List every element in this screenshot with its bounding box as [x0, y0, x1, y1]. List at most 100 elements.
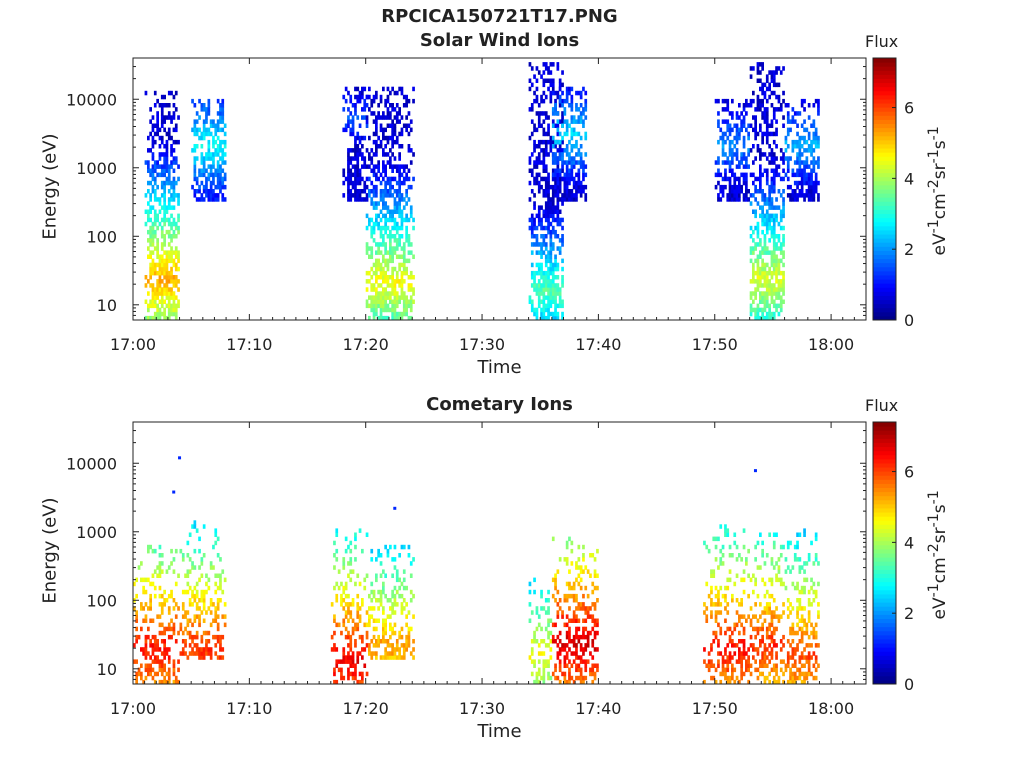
heatmap-cell: [391, 225, 394, 231]
heatmap-cell: [798, 148, 802, 153]
heatmap-cell: [158, 254, 162, 259]
heatmap-cell: [142, 679, 145, 685]
colorbar-cell: [873, 201, 896, 206]
colorbar-cell: [873, 172, 896, 178]
heatmap-cell: [135, 675, 138, 681]
heatmap-cell: [391, 303, 394, 309]
heatmap-cell: [149, 119, 152, 124]
heatmap-cell: [167, 299, 171, 304]
heatmap-cell: [579, 119, 583, 124]
heatmap-cell: [163, 221, 166, 227]
heatmap-cell: [724, 585, 727, 591]
heatmap-cell: [768, 205, 771, 210]
heatmap-cell: [786, 540, 790, 546]
heatmap-cell: [582, 123, 585, 128]
heatmap-cell: [395, 315, 399, 321]
heatmap-cell: [570, 193, 574, 198]
heatmap-cell: [170, 279, 173, 284]
heatmap-cell: [547, 287, 550, 292]
heatmap-cell: [717, 197, 720, 202]
heatmap-cell: [395, 275, 399, 280]
heatmap-cell: [763, 303, 767, 309]
heatmap-cell: [165, 279, 169, 284]
heatmap-cell: [712, 675, 716, 681]
heatmap-cell: [379, 639, 383, 644]
heatmap-cell: [391, 246, 394, 251]
heatmap-cell: [772, 205, 776, 210]
heatmap-cell: [354, 168, 357, 173]
heatmap-cell: [163, 283, 166, 288]
heatmap-cell: [386, 123, 390, 128]
heatmap-cell: [528, 86, 532, 92]
heatmap-cell: [745, 111, 748, 116]
heatmap-cell: [382, 315, 385, 321]
heatmap-cell: [172, 663, 176, 668]
heatmap-cell: [391, 287, 394, 292]
heatmap-cell: [398, 553, 401, 558]
heatmap-cell: [733, 581, 737, 587]
heatmap-cell: [149, 618, 152, 623]
heatmap-cell: [156, 184, 159, 190]
heatmap-cell: [765, 86, 769, 92]
heatmap-cell: [572, 651, 576, 656]
heatmap-cell: [149, 303, 152, 309]
heatmap-cell: [333, 647, 336, 652]
heatmap-cell: [333, 618, 336, 623]
heatmap-cell: [172, 221, 176, 227]
heatmap-cell: [165, 156, 169, 161]
heatmap-cell: [358, 651, 362, 656]
heatmap-cell: [368, 270, 371, 276]
heatmap-cell: [731, 156, 734, 161]
heatmap-cell: [195, 630, 199, 636]
heatmap-cell: [800, 614, 804, 619]
heatmap-cell: [151, 115, 155, 120]
heatmap-cell: [535, 610, 539, 615]
heatmap-cell: [719, 585, 723, 591]
heatmap-cell: [384, 205, 387, 210]
heatmap-cell: [782, 250, 785, 255]
heatmap-cell: [379, 197, 383, 202]
heatmap-cell: [147, 651, 150, 656]
heatmap-cell: [207, 156, 211, 161]
heatmap-cell: [389, 598, 392, 603]
heatmap-cell: [561, 139, 564, 145]
heatmap-cell: [561, 176, 564, 182]
colorbar-cell: [873, 577, 896, 583]
heatmap-cell: [798, 180, 802, 186]
heatmap-cell: [156, 291, 159, 296]
heatmap-cell: [565, 90, 569, 96]
heatmap-cell: [572, 643, 576, 648]
heatmap-cell: [356, 606, 360, 611]
heatmap-cell: [172, 197, 176, 202]
heatmap-cell: [770, 205, 774, 210]
heatmap-cell: [777, 279, 781, 284]
heatmap-cell: [219, 189, 222, 194]
heatmap-cell: [358, 172, 362, 178]
heatmap-cell: [398, 242, 401, 247]
heatmap-cell: [772, 234, 776, 239]
heatmap-cell: [763, 295, 767, 300]
heatmap-cell: [775, 66, 778, 71]
heatmap-cell: [812, 193, 816, 198]
heatmap-cell: [221, 103, 225, 108]
heatmap-cell: [195, 593, 199, 599]
heatmap-cell: [221, 184, 225, 190]
heatmap-cell: [351, 123, 355, 128]
heatmap-cell: [805, 176, 809, 182]
heatmap-cell: [772, 303, 776, 309]
heatmap-cell: [805, 180, 809, 186]
heatmap-cell: [765, 311, 769, 317]
heatmap-cell: [805, 675, 809, 681]
heatmap-cell: [188, 651, 192, 656]
heatmap-cell: [372, 94, 376, 100]
heatmap-cell: [807, 176, 811, 182]
heatmap-cell: [777, 66, 781, 71]
heatmap-cell: [759, 250, 762, 255]
colorbar-cell: [873, 242, 896, 247]
heatmap-cell: [214, 606, 218, 611]
heatmap-cell: [158, 287, 162, 292]
heatmap-cell: [544, 295, 548, 300]
heatmap-cell: [389, 246, 392, 251]
heatmap-cell: [765, 225, 769, 231]
heatmap-cell: [170, 258, 173, 264]
